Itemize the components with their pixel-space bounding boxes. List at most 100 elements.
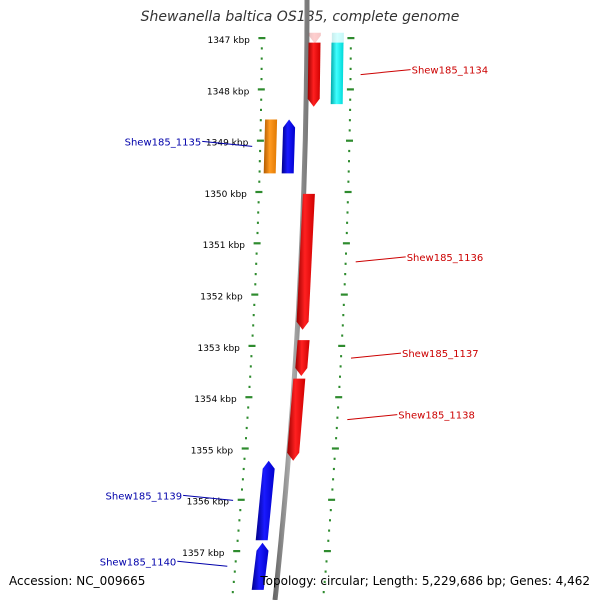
right-track-tick xyxy=(348,149,351,153)
right-track-tick xyxy=(347,37,355,40)
gene-label[interactable]: Shew185_1136 xyxy=(407,253,484,264)
left-track-tick xyxy=(237,498,245,501)
right-track-tick xyxy=(342,242,350,245)
right-track-tick xyxy=(333,457,336,460)
left-track-tick xyxy=(245,437,247,440)
left-track-tick xyxy=(233,570,236,573)
right-track-tick xyxy=(328,529,331,532)
left-track-tick xyxy=(257,201,260,204)
gene-label[interactable]: Shew185_1139 xyxy=(106,491,183,502)
right-track-tick xyxy=(327,539,330,542)
right-track-tick xyxy=(340,293,348,296)
right-track-tick xyxy=(328,498,336,501)
gene-label-leader xyxy=(202,140,253,147)
right-track-tick xyxy=(323,550,331,553)
left-track-tick xyxy=(258,170,261,173)
gene-arrow-shew185_1137[interactable] xyxy=(295,340,310,376)
left-track-tick xyxy=(254,273,257,276)
left-track-tick xyxy=(248,385,251,388)
axis-label: 1354 kbp xyxy=(194,395,237,405)
right-track-tick xyxy=(346,201,349,204)
gene-arrow-shew185_1135[interactable] xyxy=(281,119,296,174)
gene-label-leader xyxy=(177,560,228,567)
right-track-tick xyxy=(346,139,353,142)
topology-text: Topology: circular; Length: 5,229,686 bp… xyxy=(260,574,590,588)
gene-label-leader xyxy=(350,352,402,359)
left-track-tick xyxy=(245,426,248,430)
gene-arrow-shew185_1138[interactable] xyxy=(287,378,306,461)
left-track-tick xyxy=(255,262,258,265)
right-track-tick xyxy=(335,426,338,430)
left-track-tick xyxy=(258,37,266,40)
right-track-tick xyxy=(346,88,354,91)
right-track-tick xyxy=(345,252,347,255)
gene-arrow[interactable] xyxy=(331,32,344,44)
left-track-tick xyxy=(241,478,244,481)
right-track-tick xyxy=(344,273,347,276)
accession-text: Accession: NC_009665 xyxy=(9,574,146,588)
gene-labels: Shew185_1134 Shew185_1135 Shew185_1136 Shew… xyxy=(100,66,488,569)
right-track-tick xyxy=(335,396,343,399)
gene-label[interactable]: Shew185_1135 xyxy=(125,137,202,148)
left-track-tick xyxy=(241,488,243,491)
left-track-tick xyxy=(252,324,255,327)
right-track-tick xyxy=(349,108,352,111)
left-track-tick xyxy=(233,550,241,553)
left-track-tick xyxy=(254,283,257,286)
left-track-tick xyxy=(242,467,245,471)
genome-title: Shewanella baltica OS185, complete genom… xyxy=(140,9,460,25)
left-track-tick xyxy=(241,447,249,450)
left-track-tick xyxy=(258,160,261,163)
left-track-tick xyxy=(251,334,254,337)
left-track-tick xyxy=(257,88,265,91)
left-track-tick xyxy=(259,149,262,153)
axis-label: 1357 kbp xyxy=(182,549,225,559)
left-track-tick xyxy=(255,252,258,255)
left-track-tick xyxy=(239,509,242,512)
gene-arrow[interactable] xyxy=(308,32,321,44)
right-track-tick xyxy=(336,416,339,419)
left-track-tick xyxy=(255,190,263,194)
right-track-tick xyxy=(329,519,331,522)
right-track-tick xyxy=(341,324,344,327)
axis-label: 1355 kbp xyxy=(191,446,234,456)
gene-arrow-shew185_1139[interactable] xyxy=(255,460,275,541)
left-track-tick xyxy=(260,57,263,60)
left-track-tick xyxy=(256,231,259,235)
left-track-tick xyxy=(259,129,262,132)
right-track-tick xyxy=(347,180,350,183)
right-track-tick xyxy=(338,344,346,347)
gene-arrow[interactable] xyxy=(263,119,278,174)
gene-label[interactable]: Shew185_1137 xyxy=(402,349,479,360)
gene-arrow-shew185_1140[interactable] xyxy=(251,542,269,590)
left-track-tick xyxy=(246,416,249,419)
left-track-tick xyxy=(236,539,239,542)
right-track-tick xyxy=(345,231,348,235)
gene-label[interactable]: Shew185_1140 xyxy=(100,557,177,568)
right-track-tick xyxy=(322,591,325,594)
right-track-tick xyxy=(342,314,345,317)
right-track-tick xyxy=(324,570,327,573)
left-track-tick xyxy=(256,139,264,142)
gene-arrow[interactable] xyxy=(330,42,344,105)
right-track-tick xyxy=(346,221,349,224)
left-track-tick xyxy=(232,580,235,583)
gene-arrow-shew185_1134[interactable] xyxy=(307,42,321,107)
left-tick-track xyxy=(231,37,266,594)
right-track-tick xyxy=(332,467,335,471)
right-track-tick xyxy=(339,375,341,378)
right-track-tick xyxy=(344,190,352,194)
gene-label[interactable]: Shew185_1138 xyxy=(398,411,475,422)
right-track-tick xyxy=(348,119,351,122)
gene-arrow-shew185_1136[interactable] xyxy=(296,193,315,330)
axis-label: 1351 kbp xyxy=(203,241,246,251)
gene-track xyxy=(251,32,344,590)
right-track-tick xyxy=(344,262,347,265)
right-track-tick xyxy=(325,560,328,563)
left-track-tick xyxy=(252,314,255,317)
left-track-tick xyxy=(250,355,253,358)
gene-label[interactable]: Shew185_1134 xyxy=(412,66,489,77)
right-track-tick xyxy=(348,160,350,163)
